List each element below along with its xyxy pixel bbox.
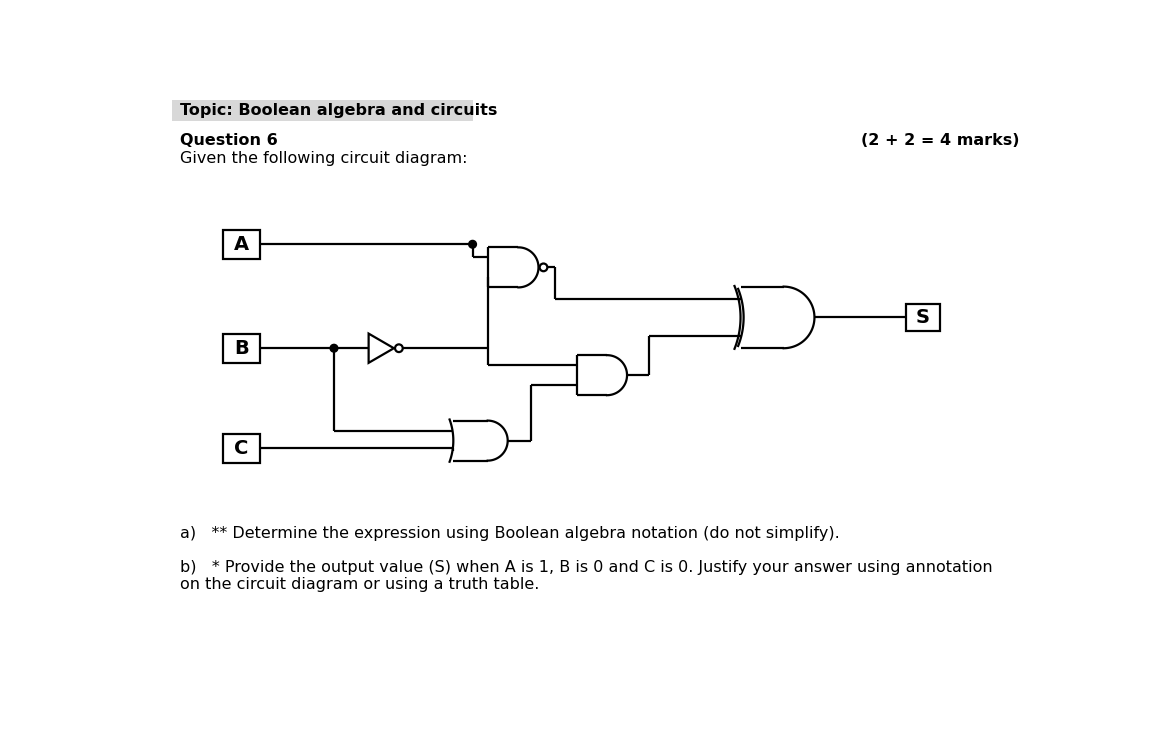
Bar: [223, 334, 260, 363]
Circle shape: [469, 240, 476, 248]
Text: Question 6: Question 6: [180, 133, 277, 148]
Circle shape: [330, 345, 338, 352]
Bar: [172, 100, 473, 121]
Text: b)   * Provide the output value (S) when A is 1, B is 0 and C is 0. Justify your: b) * Provide the output value (S) when A…: [180, 560, 992, 592]
Text: S: S: [916, 308, 930, 327]
Bar: [223, 434, 260, 463]
Bar: [223, 229, 260, 259]
Circle shape: [539, 264, 548, 271]
Circle shape: [395, 345, 402, 352]
Bar: [906, 303, 940, 331]
Text: (2 + 2 = 4 marks): (2 + 2 = 4 marks): [861, 133, 1019, 148]
Text: C: C: [234, 439, 249, 458]
Text: A: A: [234, 235, 249, 254]
Text: Given the following circuit diagram:: Given the following circuit diagram:: [180, 150, 468, 166]
Text: a)   ** Determine the expression using Boolean algebra notation (do not simplify: a) ** Determine the expression using Boo…: [180, 526, 840, 540]
Text: Topic: Boolean algebra and circuits: Topic: Boolean algebra and circuits: [180, 103, 497, 118]
Text: B: B: [234, 339, 249, 358]
